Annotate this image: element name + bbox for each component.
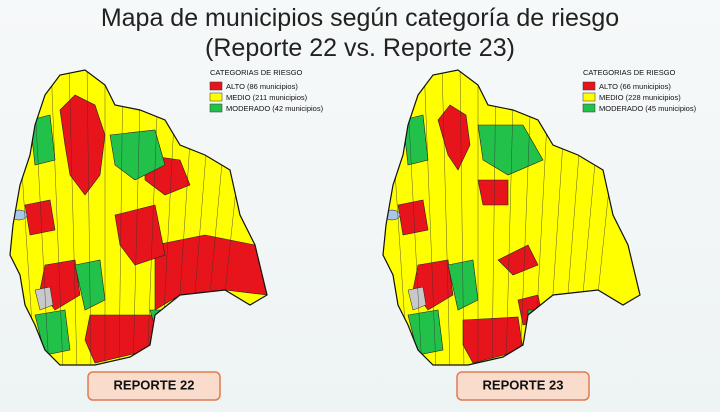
legend-label: ALTO (86 municipios)	[226, 82, 298, 91]
legend-title: CATEGORIAS DE RIESGO	[583, 68, 676, 77]
report-button	[87, 371, 221, 401]
region	[397, 199, 429, 236]
legend-label: MODERADO (45 municipios)	[599, 104, 697, 113]
region	[114, 204, 166, 266]
map: CATEGORIAS DE RIESGO ALTO (86 municipios)…	[9, 68, 324, 366]
region	[407, 309, 444, 356]
region	[527, 309, 564, 328]
legend-label: MEDIO (228 municipios)	[599, 93, 681, 102]
legend-swatch	[582, 103, 596, 113]
region	[497, 244, 539, 276]
region	[109, 129, 166, 181]
legend-swatch	[209, 92, 223, 102]
maps: CATEGORIAS DE RIESGO ALTO (86 municipios)…	[9, 68, 697, 366]
legend-label: ALTO (66 municipios)	[599, 82, 671, 91]
border	[505, 70, 515, 365]
border	[459, 70, 465, 365]
border	[68, 70, 78, 365]
region	[149, 309, 191, 328]
report-button	[456, 371, 590, 401]
report-button-label: REPORTE 22	[114, 377, 195, 392]
map-regions	[383, 70, 640, 365]
country-outline	[9, 69, 268, 366]
region	[477, 179, 509, 206]
legend-swatch	[209, 103, 223, 113]
border	[132, 70, 142, 365]
report-button-label: REPORTE 23	[483, 377, 564, 392]
map: CATEGORIAS DE RIESGO ALTO (66 municipios)…	[382, 68, 697, 366]
region	[437, 104, 471, 171]
border	[441, 70, 451, 365]
legend-swatch	[209, 81, 223, 91]
salt-flat	[407, 286, 427, 311]
region	[154, 234, 267, 311]
region	[34, 309, 71, 356]
legend-swatch	[582, 92, 596, 102]
title-line: Mapa de municipios según categoría de ri…	[101, 4, 619, 32]
border	[118, 70, 124, 365]
region	[59, 94, 106, 196]
legend-label: MEDIO (211 municipios)	[226, 93, 308, 102]
border	[491, 70, 497, 365]
legend-swatch	[582, 81, 596, 91]
country-outline	[382, 69, 641, 366]
region	[24, 199, 56, 236]
border	[423, 70, 437, 365]
border	[86, 70, 92, 365]
region	[477, 124, 544, 176]
legend-title: CATEGORIAS DE RIESGO	[210, 68, 303, 77]
region	[84, 314, 156, 364]
legend-label: MODERADO (42 municipios)	[226, 104, 324, 113]
title-line: (Reporte 22 vs. Reporte 23)	[205, 34, 515, 62]
region	[462, 316, 524, 364]
border	[50, 70, 64, 365]
salt-flat	[34, 286, 54, 311]
